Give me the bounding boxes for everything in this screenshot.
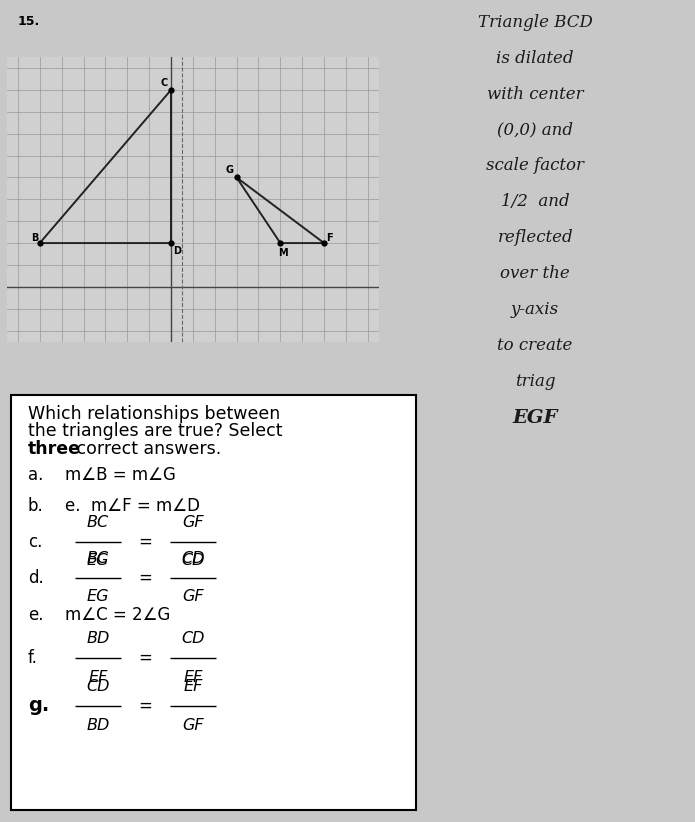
Text: triag: triag: [515, 373, 555, 390]
Text: CD: CD: [181, 551, 205, 566]
Text: EF: EF: [183, 670, 203, 685]
Text: scale factor: scale factor: [486, 158, 584, 174]
Text: GF: GF: [182, 515, 204, 529]
Text: Triangle BCD: Triangle BCD: [477, 14, 593, 30]
Text: m∠B = m∠G: m∠B = m∠G: [65, 466, 176, 484]
Text: is dilated: is dilated: [496, 49, 574, 67]
Text: three: three: [28, 440, 81, 458]
Text: C: C: [160, 77, 167, 88]
Text: M: M: [278, 248, 288, 258]
Text: GF: GF: [182, 718, 204, 732]
Text: D: D: [173, 246, 181, 256]
Text: a.: a.: [28, 466, 43, 484]
Text: G: G: [226, 165, 234, 175]
Text: CD: CD: [181, 631, 205, 646]
Text: 1/2  and: 1/2 and: [501, 193, 569, 210]
Text: BC: BC: [87, 515, 109, 529]
Text: e.  m∠F = m∠D: e. m∠F = m∠D: [65, 496, 200, 515]
Text: c.: c.: [28, 533, 42, 551]
Text: BD: BD: [86, 631, 110, 646]
Text: B: B: [31, 233, 38, 242]
Text: e.: e.: [28, 606, 43, 624]
Text: d.: d.: [28, 569, 43, 587]
Text: to create: to create: [498, 337, 573, 354]
Text: =: =: [138, 569, 152, 587]
Text: BC: BC: [87, 551, 109, 566]
Text: CD: CD: [181, 553, 205, 569]
Text: the triangles are true? Select: the triangles are true? Select: [28, 423, 282, 441]
Text: CD: CD: [86, 679, 110, 694]
Text: EGF: EGF: [512, 409, 558, 427]
Text: m∠C = 2∠G: m∠C = 2∠G: [65, 606, 170, 624]
Text: Which relationships between: Which relationships between: [28, 405, 280, 423]
Text: EG: EG: [87, 589, 109, 604]
Text: EF: EF: [88, 670, 108, 685]
Text: GF: GF: [182, 589, 204, 604]
Text: with center: with center: [486, 85, 584, 103]
Text: f.: f.: [28, 649, 38, 667]
Text: correct answers.: correct answers.: [71, 440, 221, 458]
Text: over the: over the: [500, 266, 570, 282]
Text: =: =: [138, 649, 152, 667]
Text: F: F: [326, 233, 333, 242]
Text: =: =: [138, 533, 152, 551]
Text: g.: g.: [28, 696, 49, 715]
Text: y-axis: y-axis: [511, 301, 559, 318]
Text: EF: EF: [183, 679, 203, 694]
Text: reflected: reflected: [498, 229, 573, 247]
Text: BD: BD: [86, 718, 110, 732]
FancyBboxPatch shape: [11, 395, 416, 810]
Text: b.: b.: [28, 496, 43, 515]
Text: =: =: [138, 697, 152, 715]
Text: 15.: 15.: [17, 15, 40, 28]
Text: (0,0) and: (0,0) and: [497, 122, 573, 139]
Text: EG: EG: [87, 553, 109, 569]
